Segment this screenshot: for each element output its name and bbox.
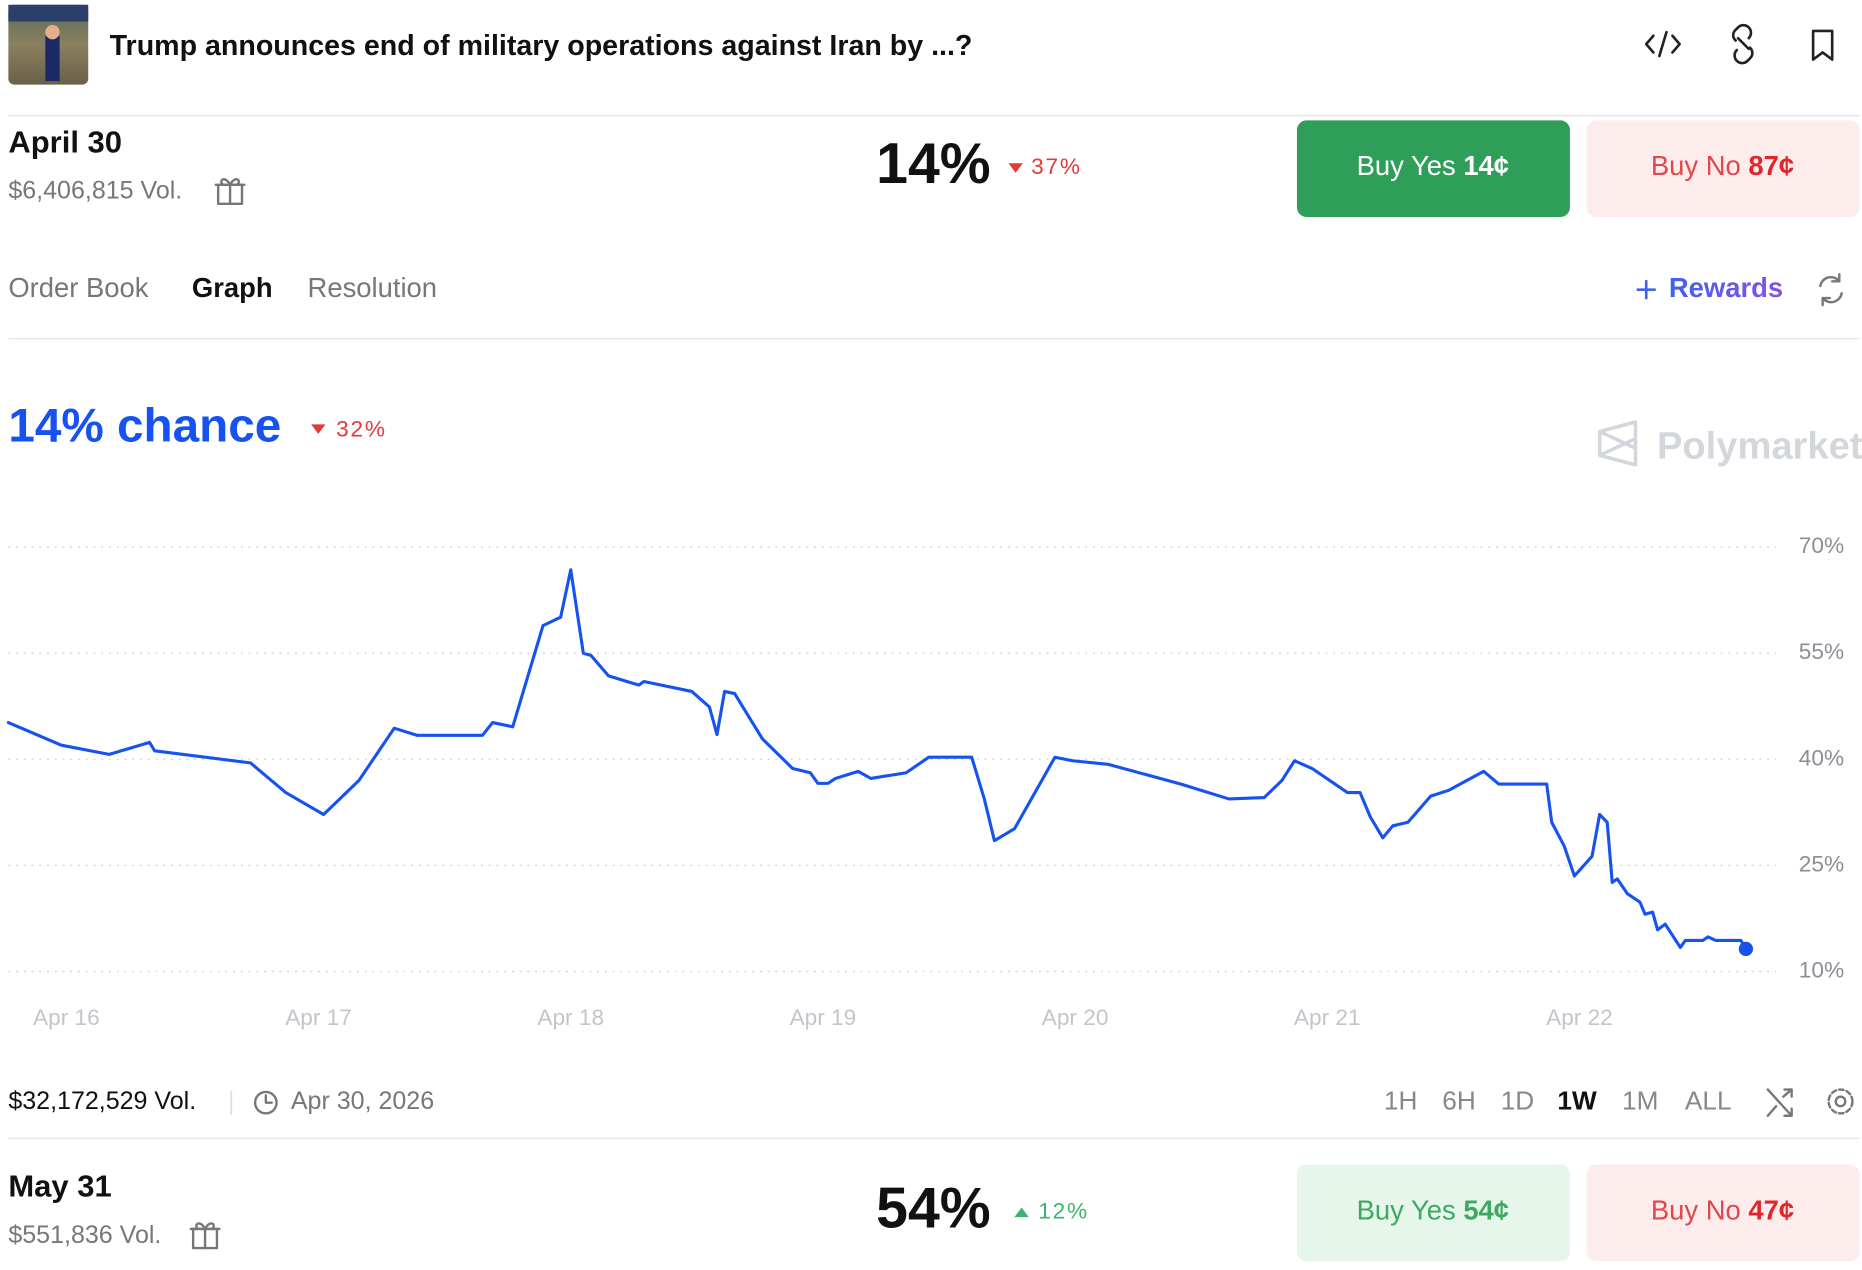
up-arrow <box>1014 1207 1029 1218</box>
yes-price: 54¢ <box>1463 1195 1509 1226</box>
buy-yes-button[interactable]: Buy Yes 14¢ <box>1296 120 1570 217</box>
x-tick-label: Apr 20 <box>1042 1005 1109 1030</box>
chart-change: 32% <box>336 416 387 441</box>
y-tick-label: 25% <box>1799 851 1844 876</box>
market-date: April 30 <box>8 124 122 159</box>
chart-title: 14% chance <box>8 400 281 453</box>
x-tick-label: Apr 21 <box>1294 1005 1361 1030</box>
no-price: 47¢ <box>1748 1195 1794 1226</box>
market-volume: $6,406,815 Vol. <box>8 177 182 205</box>
gift-icon <box>189 1222 221 1250</box>
rewards-link[interactable]: Rewards <box>1669 272 1783 303</box>
range-button[interactable]: 6H <box>1442 1086 1476 1116</box>
range-buttons: 1H 6H 1D 1W 1M ALL <box>1384 1086 1732 1116</box>
plot: 70% 55% 40% 25% 10% Apr 16 Apr 17 Apr 18 Apr 19 A… <box>6 533 1844 1030</box>
range-button[interactable]: 1H <box>1384 1086 1418 1116</box>
no-price: 87¢ <box>1748 150 1794 181</box>
down-arrow <box>311 424 326 434</box>
x-tick-label: Apr 17 <box>285 1005 352 1030</box>
buy-no-button[interactable]: Buy No 87¢ <box>1586 120 1860 217</box>
yes-price: 14¢ <box>1463 150 1509 181</box>
range-button[interactable]: ALL <box>1685 1086 1732 1116</box>
tabs: Order Book Graph Resolution <box>8 272 437 303</box>
bookmark-icon[interactable] <box>1811 29 1834 61</box>
buy-no-label: Buy No <box>1651 150 1741 181</box>
svg-text:Buy Yes 14¢: Buy Yes 14¢ <box>1357 150 1509 181</box>
market-title: Trump announces end of military operatio… <box>110 30 973 62</box>
x-tick-label: Apr 16 <box>33 1005 100 1030</box>
x-tick-label: Apr 18 <box>537 1005 604 1030</box>
market-change: 37% <box>1031 154 1082 179</box>
settings-icon[interactable] <box>1827 1088 1854 1115</box>
price-line <box>6 568 1748 951</box>
buy-yes-button[interactable]: Buy Yes 54¢ <box>1296 1164 1570 1262</box>
svg-text:Buy No 87¢: Buy No 87¢ <box>1651 150 1794 181</box>
y-tick-label: 55% <box>1799 639 1844 664</box>
x-tick-label: Apr 19 <box>790 1005 857 1030</box>
y-tick-label: 10% <box>1799 957 1844 982</box>
thumbnail[interactable] <box>8 4 89 85</box>
tab[interactable]: Resolution <box>308 272 438 303</box>
market-date: May 31 <box>8 1169 111 1204</box>
down-arrow <box>1008 163 1023 173</box>
market-chance: 14% <box>876 132 991 196</box>
tab[interactable]: Graph <box>192 272 273 303</box>
clock-icon <box>253 1090 278 1115</box>
y-tick-label: 40% <box>1799 745 1844 770</box>
watermark: Polymarket <box>1657 424 1862 467</box>
link-icon[interactable] <box>1731 23 1754 65</box>
plus-icon <box>1636 280 1656 300</box>
gift-icon <box>214 178 246 206</box>
market-chance: 54% <box>876 1176 991 1240</box>
buy-no-button[interactable]: Buy No 47¢ <box>1586 1164 1860 1262</box>
buy-yes-label: Buy Yes <box>1357 1195 1456 1226</box>
svg-text:Buy Yes 54¢: Buy Yes 54¢ <box>1357 1195 1509 1226</box>
buy-yes-label: Buy Yes <box>1357 150 1456 181</box>
shuffle-icon[interactable] <box>1766 1088 1793 1117</box>
watermark-logo <box>1597 420 1638 467</box>
range-button[interactable]: 1M <box>1622 1086 1658 1116</box>
y-tick-label: 70% <box>1799 533 1844 558</box>
last-point <box>1738 941 1754 957</box>
embed-icon[interactable] <box>1644 30 1681 58</box>
market-change: 12% <box>1038 1198 1089 1223</box>
market-volume: $551,836 Vol. <box>8 1221 161 1249</box>
x-tick-label: Apr 22 <box>1546 1005 1613 1030</box>
total-volume: $32,172,529 Vol. <box>8 1087 196 1115</box>
range-button[interactable]: 1D <box>1501 1086 1535 1116</box>
end-date: Apr 30, 2026 <box>291 1087 434 1115</box>
svg-text:Buy No 47¢: Buy No 47¢ <box>1651 1195 1794 1226</box>
refresh-icon[interactable] <box>1819 272 1843 307</box>
range-button[interactable]: 1W <box>1557 1086 1597 1116</box>
buy-no-label: Buy No <box>1651 1195 1741 1226</box>
tab[interactable]: Order Book <box>8 272 148 303</box>
